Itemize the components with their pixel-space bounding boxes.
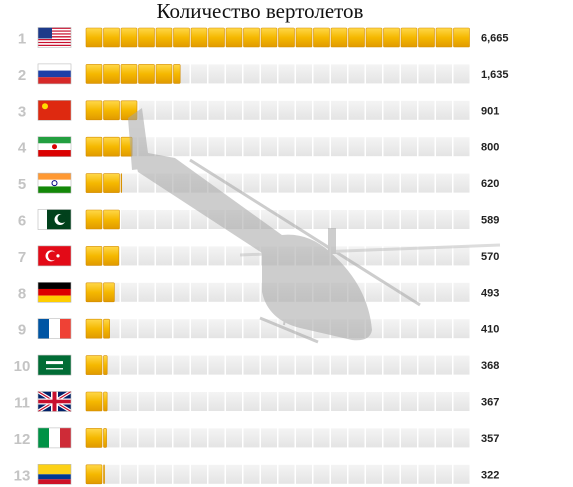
bar-4 [85,136,133,157]
bar-6 [85,209,120,230]
value-label: 1,635 [481,69,509,81]
helicopter-silhouette-icon [128,108,501,344]
rank-label: 2 [18,67,26,84]
bar-12 [85,428,107,448]
value-label: 493 [481,287,499,299]
iran-flag-icon [37,136,72,157]
value-label: 589 [481,215,499,227]
value-label: 322 [481,469,499,481]
bar-2 [85,64,181,84]
rank-label: 8 [18,285,26,302]
rank-label: 10 [14,358,31,375]
bars [85,27,470,485]
rank-label: 5 [18,176,26,193]
rank-label: 7 [18,249,26,266]
value-label: 901 [481,105,499,117]
russia-flag-icon [37,63,72,85]
rank-label: 11 [14,395,30,412]
france-flag-icon [37,318,72,340]
bar-13 [85,464,105,485]
value-label: 800 [481,142,499,154]
turkey-flag-icon [37,245,72,267]
value-label: 410 [481,324,499,336]
value-label: 368 [481,360,499,372]
value-label: 620 [481,178,499,190]
rank-label: 1 [18,31,26,48]
bar-3 [85,100,138,121]
italy-flag-icon [37,427,72,449]
china-flag-icon [37,100,72,121]
value-label: 6,665 [481,33,509,45]
rank-label: 3 [18,103,26,120]
germany-flag-icon [37,281,72,303]
rank-label: 4 [18,140,27,157]
rank-label: 13 [14,467,31,484]
rank-label: 9 [18,322,26,339]
bar-9 [85,318,110,339]
value-label: 570 [481,251,499,263]
chart-title: Количество вертолетов [156,0,364,23]
colombia-flag-icon [37,463,72,485]
india-flag-icon [37,172,72,194]
bar-8 [85,282,115,303]
rank-label: 12 [14,431,31,448]
bar-10 [85,355,108,375]
uk-flag-icon [37,390,72,413]
pakistan-flag-icon [37,209,72,230]
bar-1 [85,27,470,48]
bar-11 [85,391,108,412]
usa-flag-icon [37,27,72,48]
bar-7 [85,246,120,266]
saudi-arabia-flag-icon [37,354,72,376]
value-label: 357 [481,433,499,445]
rank-label: 6 [18,213,26,230]
bar-5 [85,173,123,193]
value-label: 367 [481,397,499,409]
